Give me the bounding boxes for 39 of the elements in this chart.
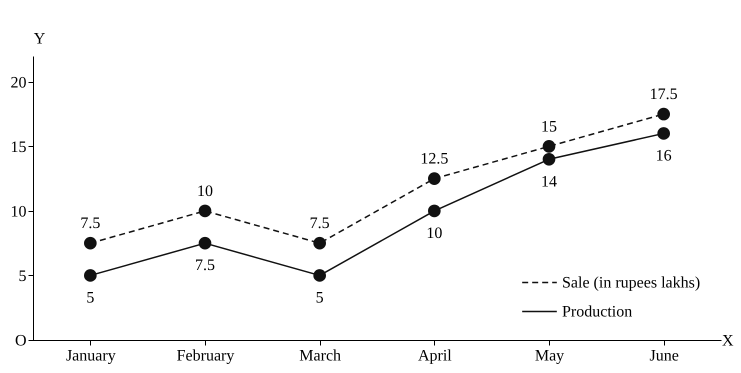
legend-label: Production	[562, 304, 632, 320]
point	[198, 204, 212, 218]
x-tick-label: June	[650, 348, 679, 364]
x-tick-label: May	[534, 348, 564, 364]
x-tick-label: February	[176, 348, 234, 364]
y-tick-label: O	[14, 332, 26, 350]
data-label: 7.5	[195, 257, 215, 274]
point	[313, 236, 326, 250]
point	[84, 236, 97, 250]
point	[84, 269, 97, 282]
x-tick-label: March	[299, 348, 342, 364]
x-tick-label: January	[66, 348, 116, 364]
point	[198, 236, 212, 250]
point	[313, 269, 326, 282]
point	[428, 172, 441, 185]
data-label: 10	[426, 224, 442, 242]
y-tick-label: 10	[10, 203, 26, 220]
point	[542, 152, 556, 166]
data-label: 7.5	[80, 215, 100, 232]
y-tick-label: 15	[10, 138, 26, 156]
legend-label: Sale (in rupees lakhs)	[562, 274, 700, 292]
data-label: 7.5	[310, 215, 330, 232]
data-label: 12.5	[420, 150, 448, 168]
y-tick-label: 20	[10, 74, 26, 92]
y-tick-label: 5	[18, 268, 26, 285]
point	[657, 127, 670, 140]
point	[428, 204, 441, 218]
point	[542, 140, 556, 153]
point	[657, 108, 670, 120]
x-axis-title: X	[722, 332, 734, 350]
x-tick-label: April	[418, 348, 452, 364]
data-label: 14	[541, 173, 557, 190]
data-label: 17.5	[650, 86, 678, 104]
data-label: 5	[86, 289, 94, 306]
y-axis-title: Y	[34, 30, 46, 48]
data-label: 10	[197, 182, 213, 200]
data-label: 5	[316, 289, 324, 306]
data-label: 15	[541, 118, 557, 136]
data-label: 16	[656, 147, 672, 164]
